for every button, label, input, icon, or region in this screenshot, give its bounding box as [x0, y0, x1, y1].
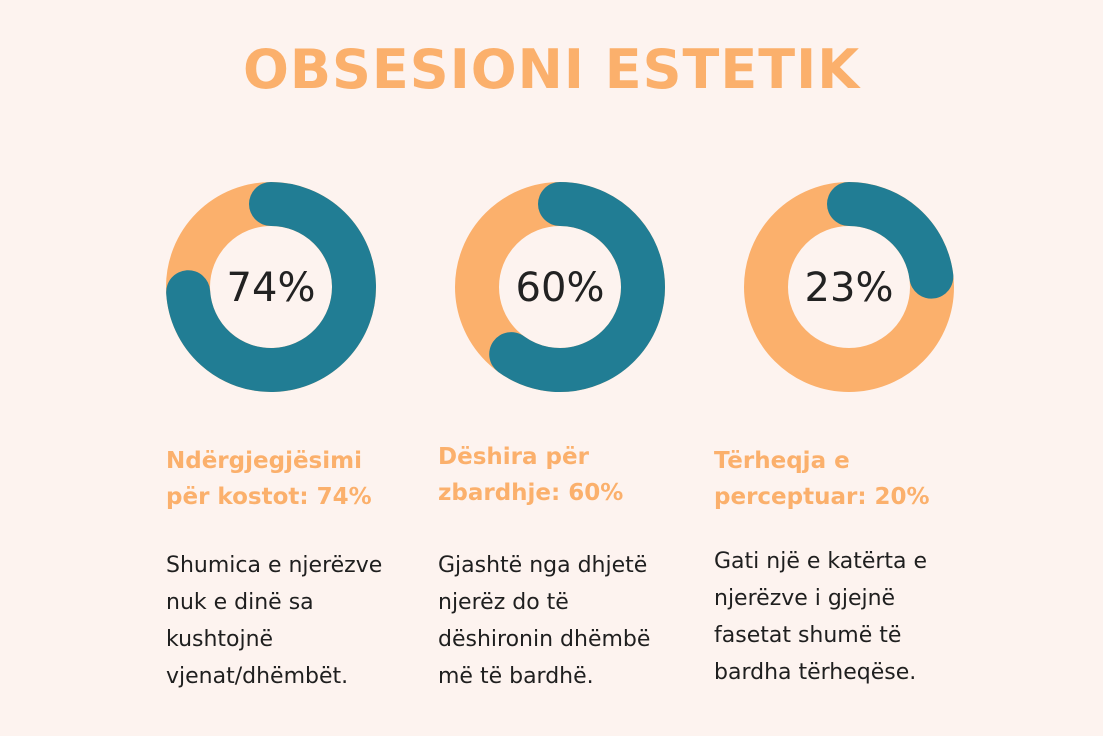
desc-line: dëshironin dhëmbë [438, 627, 651, 652]
desc-line: nuk e dinë sa [166, 590, 314, 615]
stat-heading-line: Ndërgjegjësimi [166, 448, 362, 474]
stat-heading-line: Dëshira për [438, 444, 589, 470]
desc-line: njerëzve i gjejnë [714, 586, 896, 611]
stat-heading: Dëshira për zbardhje: 60% [438, 439, 698, 511]
desc-line: vjenat/dhëmbët. [166, 664, 349, 689]
stat-column-1: Ndërgjegjësimi për kostot: 74% Shumica e… [166, 443, 426, 695]
desc-line: njerëz do të [438, 590, 569, 615]
stat-heading-line: për kostot: 74% [166, 484, 372, 510]
desc-line: Shumica e njerëzve [166, 553, 383, 578]
desc-line: më të bardhë. [438, 664, 594, 689]
stat-heading: Tërheqja e perceptuar: 20% [714, 443, 984, 515]
donut-label: 23% [805, 265, 894, 311]
desc-line: Gati një e katërta e [714, 549, 928, 574]
desc-line: kushtojnë [166, 627, 274, 652]
stat-column-2: Dëshira për zbardhje: 60% Gjashtë nga dh… [438, 439, 698, 695]
stat-heading-line: Tërheqja e [714, 448, 850, 474]
stat-description: Gjashtë nga dhjetë njerëz do të dëshiron… [438, 547, 698, 695]
stat-heading: Ndërgjegjësimi për kostot: 74% [166, 443, 426, 515]
stat-heading-line: zbardhje: 60% [438, 480, 624, 506]
stat-column-3: Tërheqja e perceptuar: 20% Gati një e ka… [714, 443, 984, 691]
donut-label: 60% [516, 265, 605, 311]
donut-segment [166, 182, 376, 392]
stat-heading-line: perceptuar: 20% [714, 484, 930, 510]
donut-segment [489, 182, 665, 392]
stat-description: Shumica e njerëzve nuk e dinë sa kushtoj… [166, 547, 426, 695]
desc-line: fasetat shumë të [714, 623, 902, 648]
donut-label: 74% [227, 265, 316, 311]
stat-description: Gati një e katërta e njerëzve i gjejnë f… [714, 543, 984, 691]
page-title: OBSESIONI ESTETIK [242, 38, 861, 101]
desc-line: Gjashtë nga dhjetë [438, 553, 648, 578]
donut-segment [827, 182, 954, 299]
desc-line: bardha tërheqëse. [714, 660, 917, 685]
